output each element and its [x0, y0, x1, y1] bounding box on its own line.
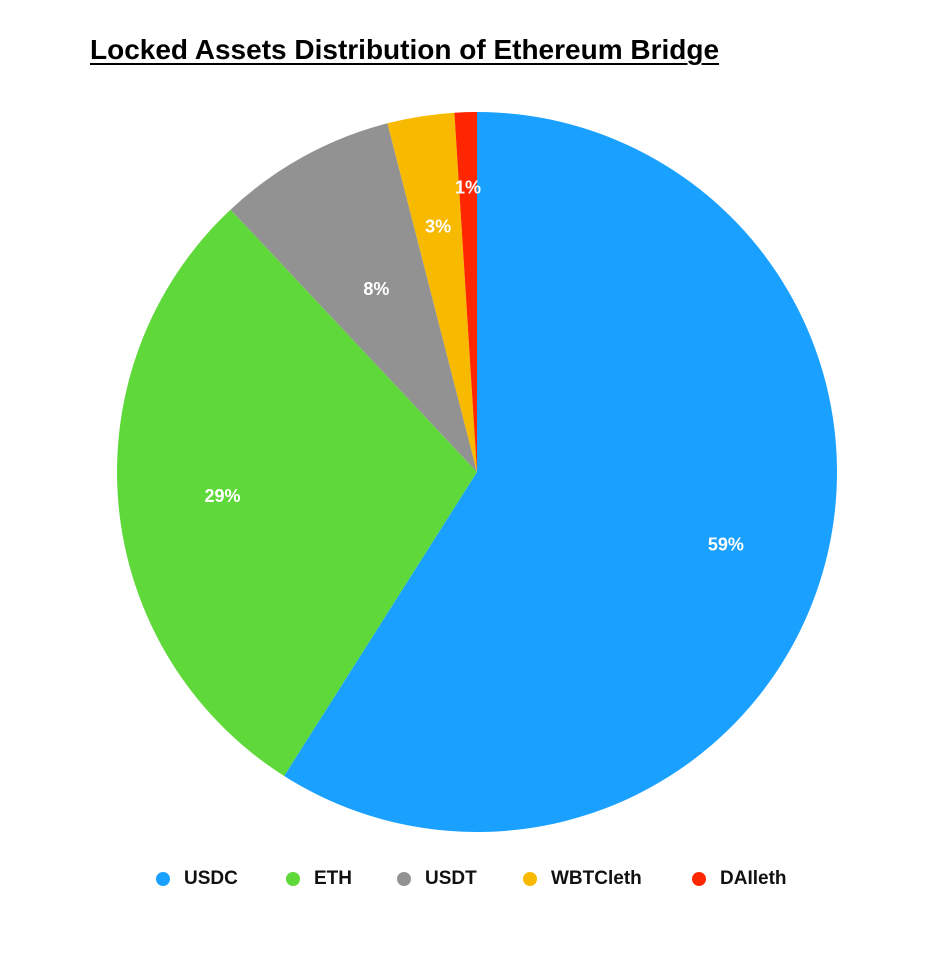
data-label-usdc: 59% — [708, 534, 744, 554]
data-label-daileth: 1% — [455, 178, 481, 198]
legend-item-usdc: USDC — [156, 868, 238, 890]
legend-swatch-eth — [286, 872, 300, 886]
legend-label-wbtcleth: WBTCleth — [551, 868, 642, 889]
pie-slice-daileth — [454, 112, 477, 472]
legend-item-daileth: DAIleth — [692, 868, 787, 890]
legend-item-usdt: USDT — [397, 868, 477, 890]
legend-swatch-usdc — [156, 872, 170, 886]
legend-item-wbtcleth: WBTCleth — [523, 868, 642, 890]
legend-item-eth: ETH — [286, 868, 352, 890]
legend-swatch-usdt — [397, 872, 411, 886]
data-label-wbtcleth: 3% — [425, 217, 451, 237]
pie-slice-eth — [116, 209, 477, 776]
data-label-usdt: 8% — [363, 279, 389, 299]
pie-slice-usdc — [284, 112, 837, 832]
pie-chart: 59% 29% 8% 3%1% — [116, 112, 837, 832]
legend-swatch-wbtcleth — [523, 872, 537, 886]
chart-legend: USDC ETH USDT WBTCleth DAIleth — [0, 868, 952, 898]
legend-label-daileth: DAIleth — [720, 868, 787, 889]
pie-slice-usdt — [230, 123, 477, 472]
legend-swatch-daileth — [692, 872, 706, 886]
data-label-eth: 29% — [205, 486, 241, 506]
legend-label-eth: ETH — [314, 868, 352, 889]
pie-slice-wbtcleth — [387, 112, 477, 472]
legend-label-usdt: USDT — [425, 868, 477, 889]
legend-label-usdc: USDC — [184, 868, 238, 889]
chart-title: Locked Assets Distribution of Ethereum B… — [90, 34, 720, 65]
